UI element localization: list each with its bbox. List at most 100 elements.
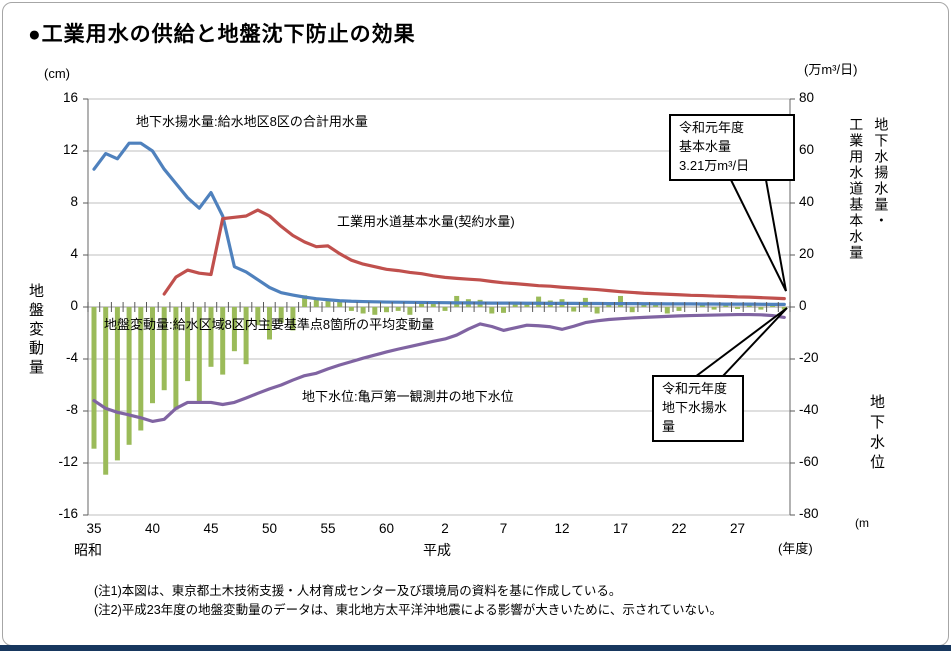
subsidence-bar xyxy=(267,307,272,340)
subsidence-bar xyxy=(489,307,495,314)
x-axis-tick-label: 50 xyxy=(261,521,278,536)
callout-pointer-basic-water xyxy=(729,179,787,292)
left-axis-title: 地盤変動量 xyxy=(27,283,44,378)
subsidence-bar xyxy=(395,307,401,311)
left-axis-tick-label: 4 xyxy=(70,246,78,261)
subsidence-bar xyxy=(735,307,740,309)
x-axis-tick-label: 27 xyxy=(729,521,746,536)
right-axis-tick-label: -40 xyxy=(799,402,819,417)
left-axis-tick-label: 8 xyxy=(70,194,78,209)
subsidence-bar xyxy=(114,307,120,461)
right-axis-tick-label: -80 xyxy=(799,506,819,521)
x-axis-tick-label: 2 xyxy=(441,521,449,536)
x-axis-unit: (年度) xyxy=(778,541,813,556)
right-axis-tick-label: 40 xyxy=(799,194,815,209)
callout-pumping: 令和元年度 地下水揚水 量 xyxy=(652,375,744,442)
subsidence-series-label: 地盤変動量:給水区域8区内主要基準点8箇所の平均変動量 xyxy=(104,317,435,332)
x-axis-tick-label: 17 xyxy=(612,521,629,536)
subsidence-bar xyxy=(699,304,705,307)
subsidence-bar xyxy=(161,307,167,391)
subsidence-bar xyxy=(150,307,155,404)
x-axis-tick-label: 7 xyxy=(499,521,508,536)
subsidence-bar xyxy=(138,307,144,431)
gwlevel-series-label: 地下水位:亀戸第一観測井の地下水位 xyxy=(302,389,514,404)
bottom-accent-band xyxy=(0,645,951,651)
subsidence-bar xyxy=(173,307,179,410)
right-upper-axis-title: 地下水揚水量・ 工業用水道基本水量 xyxy=(848,117,890,261)
subsidence-bar xyxy=(255,307,261,326)
right-axis-tick-label: 80 xyxy=(799,90,815,105)
subsidence-bar xyxy=(571,307,577,312)
contract-series-label: 工業用水道基本水量(契約水量) xyxy=(337,214,515,229)
subsidence-bar xyxy=(653,303,659,307)
subsidence-bar xyxy=(384,307,389,313)
x-axis-tick-label: 60 xyxy=(378,521,395,536)
subsidence-bar xyxy=(442,307,448,311)
left-axis-tick-label: 16 xyxy=(62,90,78,105)
callout-pointers xyxy=(692,179,788,378)
subsidence-bar xyxy=(290,307,296,331)
callout-basic-water: 令和元年度 基本水量 3.21万m³/日 xyxy=(669,114,795,181)
subsidence-bar xyxy=(231,307,237,352)
subsidence-bar xyxy=(348,307,354,311)
subsidence-bar xyxy=(372,307,378,315)
subsidence-bar xyxy=(302,295,308,307)
subsidence-bar xyxy=(501,307,506,313)
subsidence-bar xyxy=(629,307,635,313)
right-axis-unit: (万m³/日) xyxy=(804,62,858,77)
footnotes: (注1)本図は、東京都土木技術支援・人材育成センター及び環境局の資料を基に作成し… xyxy=(94,584,723,617)
callout-pointer-pumping xyxy=(692,307,788,378)
era-label-showa: 昭和 xyxy=(74,542,102,558)
right-lower-axis-title: 地下水位 xyxy=(868,394,885,474)
x-axis-tick-label: 35 xyxy=(86,521,102,536)
subsidence-bar xyxy=(313,297,319,307)
subsidence-bar xyxy=(126,307,132,445)
subsidence-bar xyxy=(430,303,436,307)
right-axis-tick-label: -20 xyxy=(799,350,819,365)
left-axis-tick-label: 12 xyxy=(62,142,78,157)
right-axis-tick-label: 0 xyxy=(799,298,807,313)
pumping-series-label: 地下水揚水量:給水地区8区の合計用水量 xyxy=(136,114,368,129)
left-axis-unit: (cm) xyxy=(44,66,70,81)
subsidence-bar xyxy=(325,299,331,307)
right-lower-axis-unit: (m xyxy=(855,516,869,530)
page-title: ●工業用水の供給と地盤沈下防止の効果 xyxy=(28,23,416,46)
x-axis-tick-label: 12 xyxy=(554,521,570,536)
subsidence-bar xyxy=(664,307,670,314)
subsidence-bar xyxy=(524,303,530,307)
axis-ticks xyxy=(83,98,795,516)
subsidence-bar xyxy=(91,307,97,449)
subsidence-bar xyxy=(758,307,764,310)
left-axis-tick-label: 0 xyxy=(70,298,78,313)
left-axis-tick-label: -4 xyxy=(65,350,78,365)
right-axis-tick-label: 20 xyxy=(799,246,815,261)
subsidence-bar xyxy=(185,307,191,382)
subsidence-bar xyxy=(220,307,226,375)
subsidence-bar xyxy=(711,307,717,310)
subsidence-bar xyxy=(407,307,413,315)
left-axis-tick-label: -8 xyxy=(65,402,78,417)
x-axis-tick-label: 22 xyxy=(671,521,687,536)
left-axis-tick-label: -12 xyxy=(58,454,78,469)
subsidence-bar xyxy=(360,307,366,314)
subsidence-bar xyxy=(278,307,284,323)
series-line xyxy=(162,208,786,301)
subsidence-bar xyxy=(676,307,682,311)
subsidence-bar xyxy=(594,307,600,314)
subsidence-bar xyxy=(196,307,202,402)
left-axis-tick-label: -16 xyxy=(58,506,78,521)
subsidence-bar xyxy=(208,307,214,367)
x-axis-tick-label: 45 xyxy=(203,521,219,536)
subsidence-bar xyxy=(770,305,776,307)
subsidence-bar xyxy=(419,301,425,307)
era-label-heisei: 平成 xyxy=(423,542,451,558)
x-axis-tick-label: 55 xyxy=(320,521,336,536)
subsidence-bar xyxy=(337,299,343,307)
right-axis-tick-label: -60 xyxy=(799,454,819,469)
subsidence-bar xyxy=(723,305,729,307)
subsidence-bar xyxy=(781,307,787,310)
series-line xyxy=(92,312,786,423)
